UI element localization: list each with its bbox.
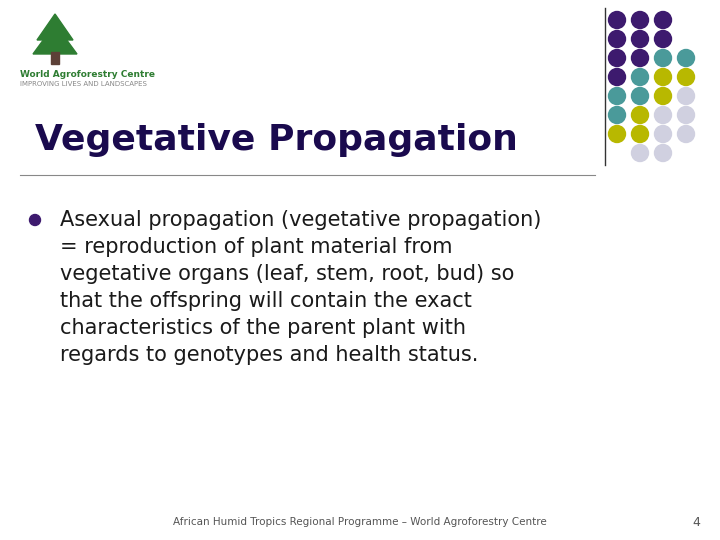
Circle shape [631, 69, 649, 85]
Circle shape [608, 11, 626, 29]
Text: Vegetative Propagation: Vegetative Propagation [35, 123, 518, 157]
Circle shape [608, 30, 626, 48]
Circle shape [654, 145, 672, 161]
Text: 4: 4 [692, 516, 700, 529]
Text: Asexual propagation (vegetative propagation): Asexual propagation (vegetative propagat… [60, 210, 541, 230]
Circle shape [654, 106, 672, 124]
Text: African Humid Tropics Regional Programme – World Agroforestry Centre: African Humid Tropics Regional Programme… [173, 517, 547, 527]
Polygon shape [33, 24, 77, 54]
Circle shape [631, 11, 649, 29]
Circle shape [654, 69, 672, 85]
FancyBboxPatch shape [51, 52, 59, 64]
Circle shape [30, 214, 40, 226]
Circle shape [631, 145, 649, 161]
Circle shape [678, 125, 695, 143]
Circle shape [654, 11, 672, 29]
Circle shape [631, 50, 649, 66]
Circle shape [631, 125, 649, 143]
Text: that the offspring will contain the exact: that the offspring will contain the exac… [60, 291, 472, 311]
Circle shape [654, 87, 672, 105]
Circle shape [678, 69, 695, 85]
Circle shape [678, 106, 695, 124]
Circle shape [654, 30, 672, 48]
Text: World Agroforestry Centre: World Agroforestry Centre [20, 70, 155, 79]
Circle shape [654, 50, 672, 66]
Polygon shape [37, 14, 73, 40]
Text: regards to genotypes and health status.: regards to genotypes and health status. [60, 345, 478, 365]
Circle shape [678, 87, 695, 105]
Text: characteristics of the parent plant with: characteristics of the parent plant with [60, 318, 466, 338]
Text: IMPROVING LIVES AND LANDSCAPES: IMPROVING LIVES AND LANDSCAPES [20, 81, 147, 87]
Circle shape [608, 50, 626, 66]
Circle shape [608, 125, 626, 143]
Text: vegetative organs (leaf, stem, root, bud) so: vegetative organs (leaf, stem, root, bud… [60, 264, 514, 284]
Circle shape [631, 106, 649, 124]
Circle shape [654, 125, 672, 143]
Circle shape [631, 87, 649, 105]
Circle shape [608, 87, 626, 105]
Circle shape [608, 69, 626, 85]
Circle shape [631, 30, 649, 48]
Circle shape [678, 50, 695, 66]
Text: = reproduction of plant material from: = reproduction of plant material from [60, 237, 452, 257]
Circle shape [608, 106, 626, 124]
